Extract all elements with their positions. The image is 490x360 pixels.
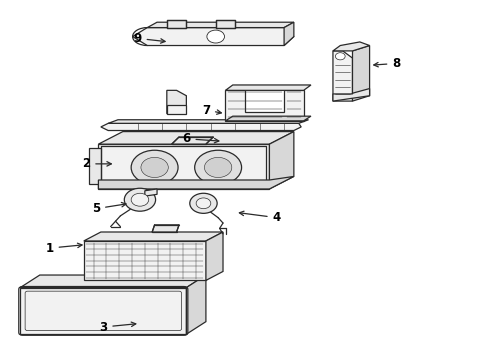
Circle shape [131,193,149,206]
Text: 9: 9 [133,32,165,45]
Polygon shape [152,225,179,232]
Circle shape [207,30,224,43]
Polygon shape [333,89,369,101]
Circle shape [196,198,211,209]
Text: 4: 4 [239,211,281,224]
Circle shape [195,150,242,185]
Polygon shape [98,176,294,189]
Polygon shape [98,132,294,144]
Polygon shape [167,105,186,114]
Polygon shape [84,241,206,280]
Text: 2: 2 [82,157,111,170]
Circle shape [131,150,178,185]
Polygon shape [147,22,294,28]
Text: 5: 5 [92,202,126,215]
Polygon shape [84,232,223,241]
Polygon shape [101,123,301,131]
Polygon shape [216,21,235,28]
Polygon shape [89,148,101,184]
Circle shape [190,193,217,213]
Polygon shape [225,85,311,90]
Text: 8: 8 [374,57,401,70]
Text: 3: 3 [99,320,136,333]
Text: 1: 1 [46,242,82,255]
Polygon shape [270,132,294,189]
Circle shape [335,53,345,60]
Polygon shape [225,90,304,121]
Polygon shape [20,288,186,334]
Circle shape [124,188,156,211]
Text: 7: 7 [202,104,221,117]
Polygon shape [98,144,270,189]
Polygon shape [352,45,369,101]
Polygon shape [20,275,206,288]
Polygon shape [225,116,311,121]
Text: 6: 6 [182,132,219,145]
Polygon shape [186,275,206,334]
Circle shape [204,157,232,177]
Polygon shape [206,232,223,280]
Polygon shape [167,21,186,28]
Polygon shape [108,120,309,123]
Polygon shape [172,137,213,144]
Polygon shape [133,28,294,45]
Polygon shape [333,42,369,51]
Circle shape [141,157,168,177]
Polygon shape [333,51,352,101]
Polygon shape [167,90,186,114]
Polygon shape [145,189,157,196]
Polygon shape [284,22,294,45]
